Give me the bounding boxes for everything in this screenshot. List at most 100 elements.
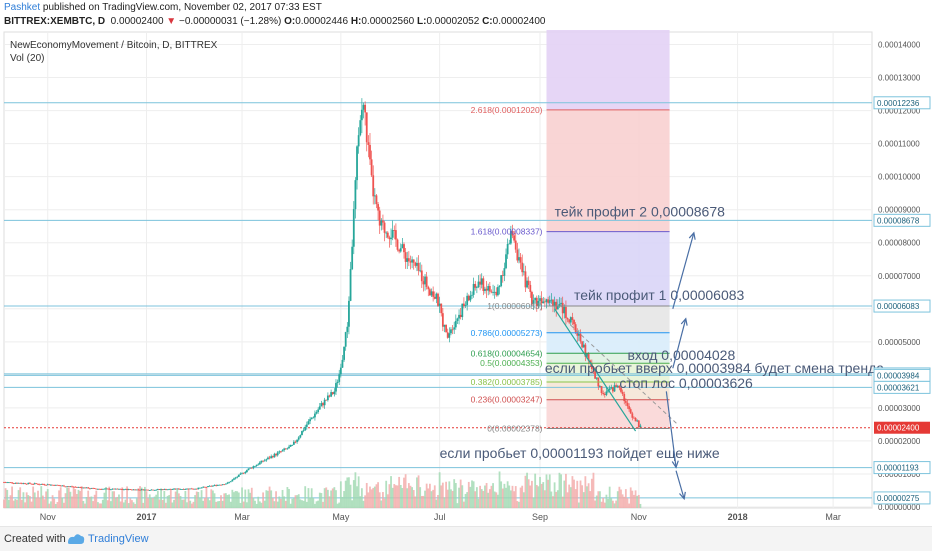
candle-body — [220, 484, 222, 486]
candle-body — [571, 317, 574, 320]
volume-bar — [498, 471, 501, 508]
high-label: H: — [350, 16, 362, 27]
volume-bar — [77, 489, 80, 508]
volume-bar — [445, 481, 447, 508]
trend-line-projection — [570, 324, 679, 425]
candle-body — [291, 444, 294, 446]
volume-bar — [430, 491, 433, 508]
ohlc-line: BITTREX:XEMBTC, D 0.00002400 ▼ −0.000000… — [4, 16, 545, 27]
volume-bar — [531, 480, 533, 508]
candle-body — [242, 472, 245, 474]
volume-bar — [440, 485, 443, 508]
fib-level-label: 0.786(0.00005273) — [471, 328, 543, 338]
candle-body — [199, 487, 201, 489]
price-chart[interactable]: 2.618(0.00012020) 1.618(0.00008337) 1(0.00… — [0, 30, 932, 526]
volume-bar — [236, 491, 239, 508]
candle-body — [497, 287, 499, 296]
candle-body — [194, 488, 196, 490]
volume-bar — [294, 495, 297, 508]
level-price-tag — [873, 213, 931, 227]
volume-bar — [377, 482, 379, 508]
volume-bar — [152, 498, 154, 508]
candle-body — [529, 284, 532, 292]
candle-body — [634, 417, 637, 422]
volume-bar — [299, 499, 302, 508]
volume-bar — [247, 489, 250, 508]
candle-body — [479, 281, 482, 285]
volume-bar — [480, 489, 483, 508]
level-price-label: 0.00008678 — [877, 216, 920, 225]
volume-bar — [539, 476, 541, 508]
candle-body — [594, 369, 596, 379]
candle-body — [503, 268, 506, 276]
volume-bar — [590, 478, 593, 508]
candle-body — [270, 456, 273, 459]
volume-bar — [639, 503, 642, 508]
author-link[interactable]: Pashket — [4, 2, 41, 13]
candle-body — [388, 237, 391, 240]
x-tick-label: Nov — [631, 512, 648, 522]
volume-bar — [239, 502, 242, 508]
volume-bar — [464, 493, 467, 508]
volume-bar — [323, 488, 326, 508]
candle-body — [69, 486, 72, 488]
candle-body — [535, 297, 538, 307]
volume-bar — [466, 492, 469, 508]
created-with-text: Created with — [4, 533, 66, 545]
candle-body — [382, 220, 384, 223]
candle-body — [155, 489, 158, 491]
candle-body — [82, 487, 85, 489]
volume-bar — [555, 491, 558, 508]
candle-body — [636, 420, 639, 422]
volume-bar — [246, 502, 248, 508]
candle-body — [249, 467, 252, 469]
candle-body — [283, 448, 286, 451]
volume-bar — [417, 475, 420, 508]
candle-body — [122, 489, 125, 491]
volume-bar — [179, 495, 182, 508]
volume-bar — [95, 490, 98, 508]
candle-body — [377, 204, 379, 211]
volume-bar — [522, 492, 525, 508]
volume-bar — [100, 503, 103, 508]
volume-bar — [263, 500, 266, 508]
candle-body — [304, 426, 307, 431]
volume-bar — [87, 490, 90, 508]
price-axis[interactable]: 0.00014000 0.00013000 0.00012000 0.00011000… — [873, 41, 931, 512]
volume-bar — [577, 502, 580, 508]
candle-body — [610, 387, 613, 389]
volume-bar — [258, 501, 261, 508]
volume-bar — [24, 502, 26, 508]
candle-body — [45, 484, 48, 486]
volume-bar — [20, 499, 23, 508]
candle-body — [330, 392, 333, 397]
volume-bar — [286, 487, 289, 508]
volume-bar — [228, 494, 230, 508]
volume-bar — [608, 486, 611, 508]
volume-bar — [142, 502, 145, 508]
volume-bar — [33, 492, 36, 508]
volume-bar — [32, 486, 35, 508]
arrow-down-target-head — [679, 491, 686, 501]
candle-body — [438, 303, 441, 306]
time-axis[interactable]: Nov 2017 Mar May Jul Sep Nov 2018 Mar — [40, 512, 841, 522]
volume-bar — [231, 489, 234, 508]
candle-body — [477, 281, 480, 288]
candle-body — [398, 249, 401, 252]
volume-bar — [273, 501, 276, 508]
volume-bar — [501, 488, 504, 508]
candle-body — [401, 244, 404, 249]
candle-body — [547, 299, 550, 303]
candle-body — [12, 483, 15, 484]
candle-body — [399, 248, 402, 252]
volume-bar — [160, 488, 162, 508]
candle-body — [524, 271, 527, 288]
tradingview-brand-link[interactable]: TradingView — [88, 533, 149, 545]
volume-bar — [305, 501, 308, 508]
trend-lines — [554, 308, 679, 432]
volume-bar — [407, 483, 410, 508]
volume-bar — [66, 487, 69, 508]
candle-body — [364, 104, 367, 113]
volume-bar — [208, 500, 211, 508]
volume-bar — [281, 489, 284, 508]
